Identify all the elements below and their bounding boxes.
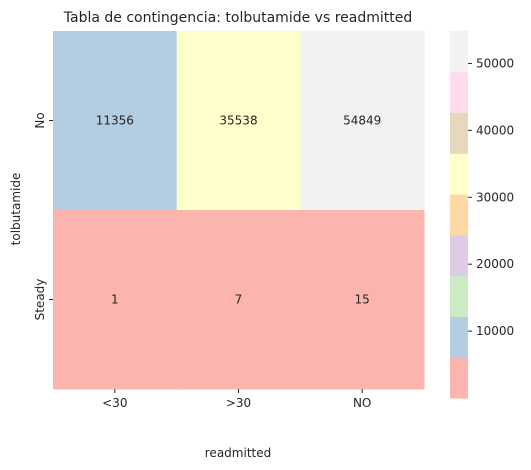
- colorbar-segment: [450, 31, 468, 73]
- colorbar: 10000 20000 30000 40000 50000: [450, 31, 514, 399]
- colorbar-segment: [450, 275, 468, 317]
- x-tick-label: <30: [102, 396, 127, 410]
- y-tick-label: No: [33, 112, 47, 128]
- x-axis-label: readmitted: [205, 446, 271, 460]
- cell-value-label: 7: [235, 293, 243, 307]
- cell-value-label: 11356: [96, 114, 134, 128]
- chart-title: Tabla de contingencia: tolbutamide vs re…: [63, 10, 412, 26]
- y-tick-label: Steady: [33, 279, 47, 321]
- heatmap-cells: [53, 31, 425, 390]
- colorbar-tick-label: 30000: [476, 190, 514, 204]
- cell-value-label: 54849: [343, 114, 381, 128]
- colorbar-segment: [450, 234, 468, 277]
- colorbar-segment: [450, 357, 468, 399]
- colorbar-tick-label: 20000: [476, 257, 514, 271]
- heatmap-cell: [53, 31, 178, 211]
- heatmap-cell: [300, 210, 425, 390]
- heatmap-cell: [300, 31, 425, 211]
- colorbar-segment: [450, 71, 468, 114]
- x-tick-label: NO: [353, 396, 371, 410]
- cell-value-label: 1: [111, 293, 119, 307]
- x-axis: <30 >30 NO: [102, 389, 371, 410]
- colorbar-tick-label: 10000: [476, 324, 514, 338]
- heatmap-cell: [176, 31, 301, 211]
- colorbar-segment: [450, 112, 468, 154]
- x-tick-label: >30: [226, 396, 251, 410]
- cell-value-label: 15: [355, 293, 370, 307]
- cell-value-label: 35538: [219, 114, 257, 128]
- heatmap-cell: [176, 210, 301, 390]
- colorbar-segment: [450, 194, 468, 236]
- colorbar-tick-label: 50000: [476, 56, 514, 70]
- cell-value-labels: 11356 35538 54849 1 7 15: [96, 114, 382, 307]
- heatmap-cell: [53, 210, 178, 390]
- colorbar-segment: [450, 153, 468, 195]
- colorbar-tick-label: 40000: [476, 123, 514, 137]
- y-axis-label: tolbutamide: [9, 173, 23, 246]
- colorbar-segment: [450, 316, 468, 358]
- y-axis: No Steady: [33, 112, 53, 320]
